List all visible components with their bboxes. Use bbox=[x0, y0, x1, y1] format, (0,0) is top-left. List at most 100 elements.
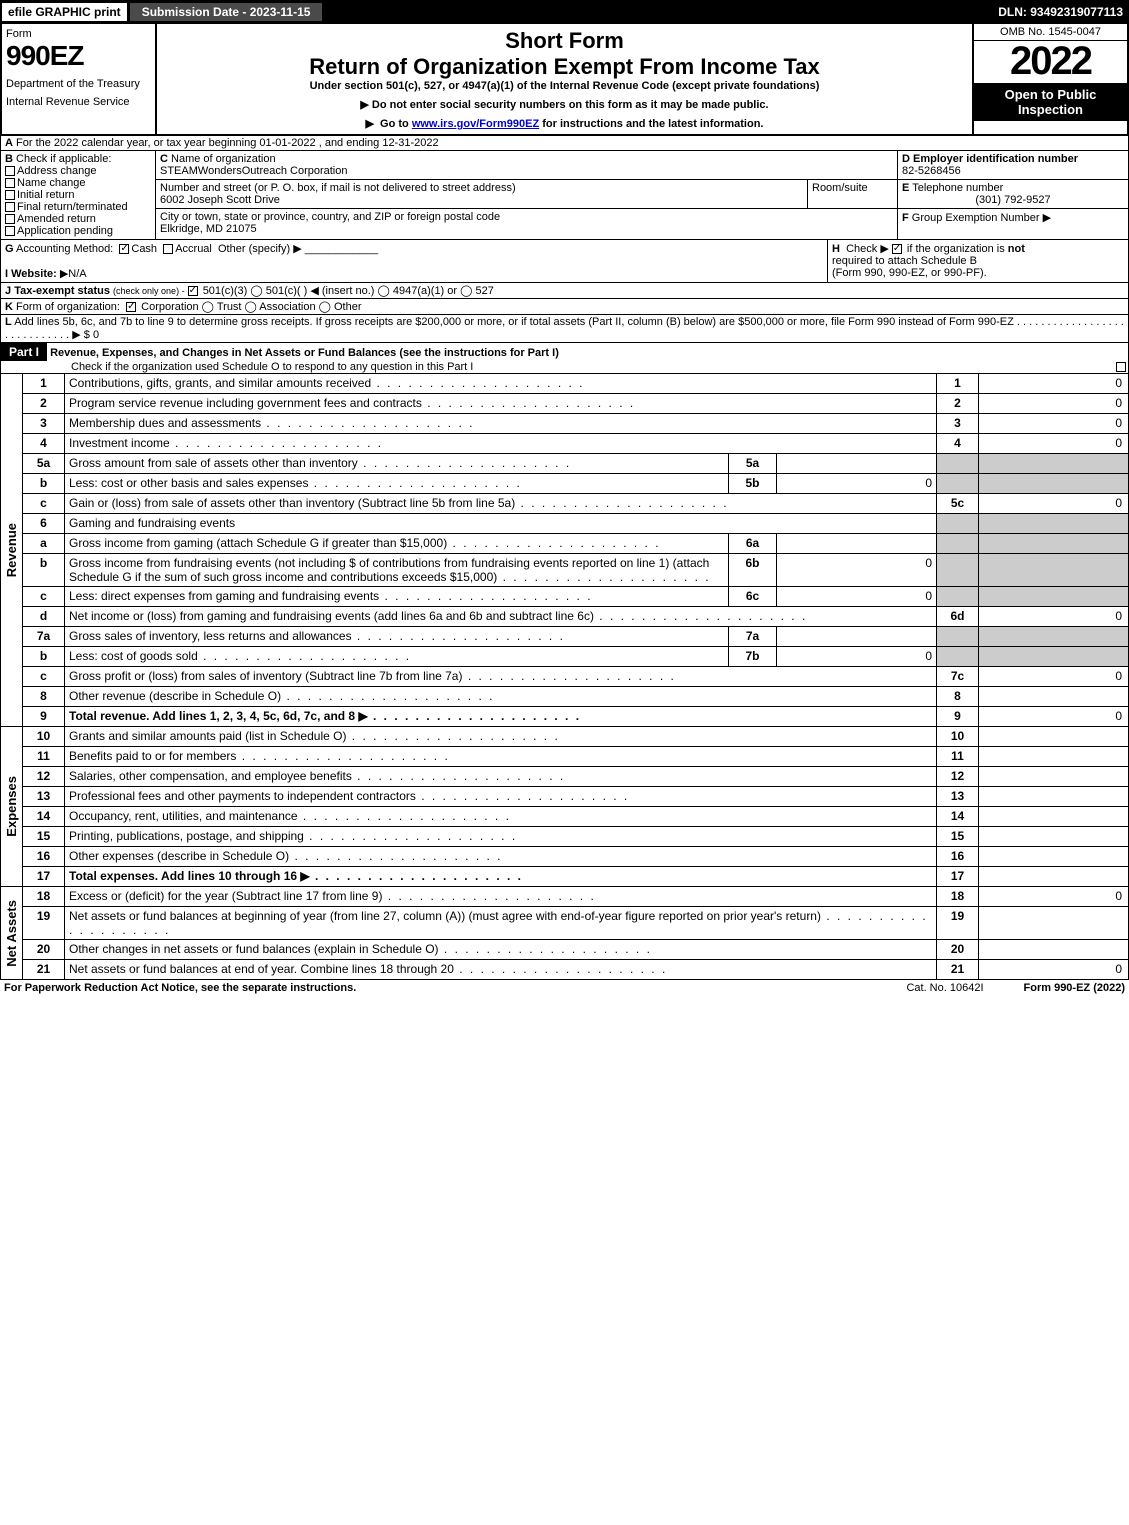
line-c: cLess: direct expenses from gaming and f… bbox=[22, 587, 1129, 607]
opt-name: Name change bbox=[17, 177, 86, 189]
part-i-label: Part I bbox=[1, 343, 47, 361]
line-14: 14Occupancy, rent, utilities, and mainte… bbox=[22, 807, 1129, 827]
line-13: 13Professional fees and other payments t… bbox=[22, 787, 1129, 807]
line-6: 6Gaming and fundraising events bbox=[22, 514, 1129, 534]
h-t4: (Form 990, 990-EZ, or 990-PF). bbox=[832, 267, 987, 279]
line-8: 8Other revenue (describe in Schedule O)8 bbox=[22, 687, 1129, 707]
title-return: Return of Organization Exempt From Incom… bbox=[165, 54, 964, 80]
line-a-text: For the 2022 calendar year, or tax year … bbox=[16, 137, 439, 149]
top-bar: efile GRAPHIC print Submission Date - 20… bbox=[0, 0, 1129, 24]
opt-pending: Application pending bbox=[17, 225, 113, 237]
city-label: City or town, state or province, country… bbox=[160, 211, 500, 223]
opt-amended: Amended return bbox=[17, 213, 96, 225]
h-t2: if the organization is bbox=[907, 243, 1008, 255]
chk-parti-o[interactable] bbox=[1116, 362, 1126, 372]
g-other: Other (specify) bbox=[218, 243, 290, 255]
e-label: Telephone number bbox=[912, 182, 1003, 194]
h-not: not bbox=[1008, 243, 1025, 255]
efile-print-button[interactable]: efile GRAPHIC print bbox=[0, 1, 129, 23]
line-j: J Tax-exempt status (check only one) - 5… bbox=[0, 283, 1129, 299]
title-short-form: Short Form bbox=[165, 28, 964, 54]
footer-form: Form 990-EZ (2022) bbox=[1024, 982, 1125, 994]
dln: DLN: 93492319077113 bbox=[998, 5, 1129, 19]
submission-date: Submission Date - 2023-11-15 bbox=[129, 2, 324, 22]
g-label: Accounting Method: bbox=[16, 243, 113, 255]
chk-final-return[interactable] bbox=[5, 202, 15, 212]
dept-irs: Internal Revenue Service bbox=[6, 96, 151, 108]
revenue-label: Revenue bbox=[4, 519, 19, 581]
dept-treasury: Department of the Treasury bbox=[6, 78, 151, 90]
subtitle: Under section 501(c), 527, or 4947(a)(1)… bbox=[165, 80, 964, 92]
line-l: L Add lines 5b, 6c, and 7b to line 9 to … bbox=[0, 315, 1129, 343]
d-label: Employer identification number bbox=[913, 153, 1078, 165]
line-2: 2Program service revenue including gover… bbox=[22, 394, 1129, 414]
line-7a: 7aGross sales of inventory, less returns… bbox=[22, 627, 1129, 647]
street-label: Number and street (or P. O. box, if mail… bbox=[160, 182, 516, 194]
page-footer: For Paperwork Reduction Act Notice, see … bbox=[0, 980, 1129, 996]
line-b: bGross income from fundraising events (n… bbox=[22, 554, 1129, 587]
chk-amended[interactable] bbox=[5, 214, 15, 224]
phone: (301) 792-9527 bbox=[902, 194, 1124, 206]
form-title-block: Short Form Return of Organization Exempt… bbox=[157, 24, 972, 134]
form-label: Form bbox=[6, 28, 151, 40]
net-assets-label: Net Assets bbox=[4, 896, 19, 971]
org-name: STEAMWondersOutreach Corporation bbox=[160, 165, 348, 177]
revenue-section: Revenue 1Contributions, gifts, grants, a… bbox=[0, 374, 1129, 727]
part-i-heading: Revenue, Expenses, and Changes in Net As… bbox=[50, 347, 559, 359]
form-id-block: Form 990EZ Department of the Treasury In… bbox=[2, 24, 157, 134]
line-a: aGross income from gaming (attach Schedu… bbox=[22, 534, 1129, 554]
chk-address-change[interactable] bbox=[5, 166, 15, 176]
line-12: 12Salaries, other compensation, and empl… bbox=[22, 767, 1129, 787]
city: Elkridge, MD 21075 bbox=[160, 223, 257, 235]
opt-final: Final return/terminated bbox=[17, 201, 128, 213]
street: 6002 Joseph Scott Drive bbox=[160, 194, 280, 206]
line-21: 21Net assets or fund balances at end of … bbox=[22, 960, 1129, 980]
expenses-label: Expenses bbox=[4, 772, 19, 841]
f-label: Group Exemption Number bbox=[912, 212, 1040, 224]
chk-accrual[interactable] bbox=[163, 244, 173, 254]
b-label: Check if applicable: bbox=[16, 153, 111, 165]
open-to-public: Open to Public Inspection bbox=[974, 83, 1127, 121]
goto-post: for instructions and the latest informat… bbox=[542, 118, 763, 130]
footer-catno: Cat. No. 10642I bbox=[906, 982, 983, 994]
line-18: 18Excess or (deficit) for the year (Subt… bbox=[22, 887, 1129, 907]
section-b: B Check if applicable: Address change Na… bbox=[1, 151, 156, 239]
chk-501c3[interactable] bbox=[188, 286, 198, 296]
goto-pre: Go to bbox=[380, 118, 412, 130]
line-d: dNet income or (loss) from gaming and fu… bbox=[22, 607, 1129, 627]
line-c: cGross profit or (loss) from sales of in… bbox=[22, 667, 1129, 687]
form-year-block: OMB No. 1545-0047 2022 Open to Public In… bbox=[972, 24, 1127, 134]
part-i-header: Part I Revenue, Expenses, and Changes in… bbox=[0, 343, 1129, 374]
chk-cash[interactable] bbox=[119, 244, 129, 254]
net-assets-section: Net Assets 18Excess or (deficit) for the… bbox=[0, 887, 1129, 980]
goto-link-line: Go to www.irs.gov/Form990EZ for instruct… bbox=[165, 117, 964, 130]
tax-year: 2022 bbox=[974, 41, 1127, 81]
k-opts: Corporation ◯ Trust ◯ Association ◯ Othe… bbox=[141, 301, 361, 313]
website: N/A bbox=[68, 268, 86, 280]
line-9: 9Total revenue. Add lines 1, 2, 3, 4, 5c… bbox=[22, 707, 1129, 727]
section-c: C Name of organization STEAMWondersOutre… bbox=[156, 151, 898, 239]
irs-link[interactable]: www.irs.gov/Form990EZ bbox=[412, 118, 539, 130]
j-label: Tax-exempt status bbox=[14, 285, 110, 297]
c-label: Name of organization bbox=[171, 153, 276, 165]
j-opts: 501(c)(3) ◯ 501(c)( ) ◀ (insert no.) ◯ 4… bbox=[203, 285, 494, 297]
line-20: 20Other changes in net assets or fund ba… bbox=[22, 940, 1129, 960]
section-h: H Check ▶ if the organization is not req… bbox=[828, 240, 1128, 282]
section-def: D Employer identification number 82-5268… bbox=[898, 151, 1128, 239]
line-k: K Form of organization: Corporation ◯ Tr… bbox=[0, 299, 1129, 315]
line-b: bLess: cost or other basis and sales exp… bbox=[22, 474, 1129, 494]
line-17: 17Total expenses. Add lines 10 through 1… bbox=[22, 867, 1129, 887]
chk-h[interactable] bbox=[892, 244, 902, 254]
line-10: 10Grants and similar amounts paid (list … bbox=[22, 727, 1129, 747]
chk-corp[interactable] bbox=[126, 302, 136, 312]
opt-initial: Initial return bbox=[17, 189, 74, 201]
chk-name-change[interactable] bbox=[5, 178, 15, 188]
line-1: 1Contributions, gifts, grants, and simil… bbox=[22, 374, 1129, 394]
i-label: Website: bbox=[11, 268, 57, 280]
g-cash: Cash bbox=[131, 243, 157, 255]
k-label: Form of organization: bbox=[16, 301, 120, 313]
chk-initial-return[interactable] bbox=[5, 190, 15, 200]
line-5a: 5aGross amount from sale of assets other… bbox=[22, 454, 1129, 474]
line-4: 4Investment income40 bbox=[22, 434, 1129, 454]
chk-pending[interactable] bbox=[5, 226, 15, 236]
